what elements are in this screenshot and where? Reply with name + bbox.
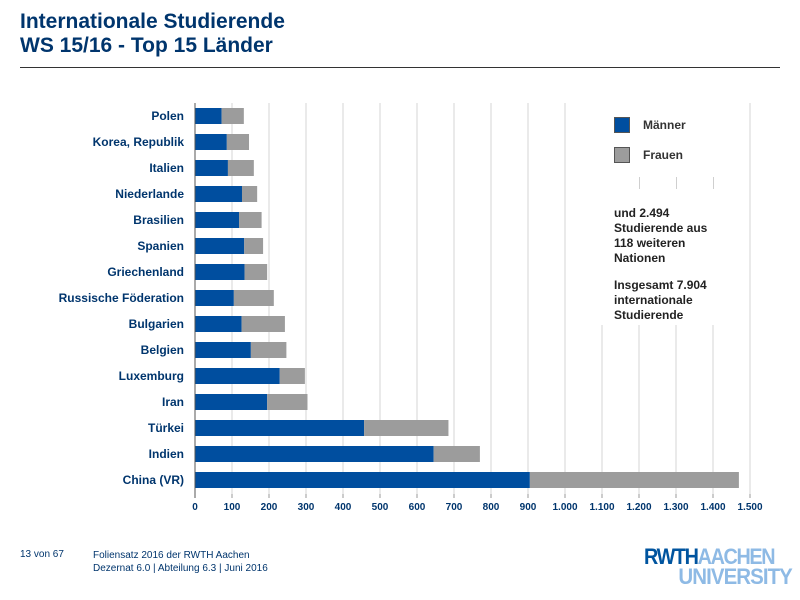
bar-frauen bbox=[227, 160, 254, 176]
title-line-1: Internationale Studierende bbox=[20, 10, 285, 33]
rwth-logo: RWTHAACHEN UNIVERSITY bbox=[644, 544, 793, 589]
category-label: Polen bbox=[151, 109, 184, 123]
bar-frauen bbox=[529, 472, 739, 488]
category-label: Russische Föderation bbox=[59, 291, 184, 305]
x-tick-label: 200 bbox=[261, 502, 278, 513]
bar-frauen bbox=[239, 212, 262, 228]
bar-maenner bbox=[195, 446, 434, 462]
bar-frauen bbox=[279, 368, 305, 384]
bar-maenner bbox=[195, 212, 240, 228]
x-tick-label: 1.000 bbox=[552, 502, 577, 513]
bar-maenner bbox=[195, 342, 251, 358]
x-tick-label: 400 bbox=[335, 502, 352, 513]
logo-aachen: AACHEN bbox=[697, 544, 776, 569]
footer-line-1: Foliensatz 2016 der RWTH Aachen bbox=[93, 550, 250, 561]
category-label: Luxemburg bbox=[119, 369, 184, 383]
category-label: China (VR) bbox=[123, 473, 184, 487]
legend-gridline-stubs bbox=[639, 177, 715, 189]
bar-frauen bbox=[226, 134, 250, 150]
x-tick-label: 1.400 bbox=[700, 502, 725, 513]
bar-maenner bbox=[195, 394, 268, 410]
stacked-bar-chart: Polen Korea, Republik Italien Niederlande Br… bbox=[59, 103, 763, 513]
footer-info: Foliensatz 2016 der RWTH Aachen Dezernat… bbox=[93, 549, 268, 575]
category-label: Korea, Republik bbox=[93, 135, 185, 149]
bar-frauen bbox=[267, 394, 308, 410]
legend-swatch-frauen bbox=[614, 147, 630, 163]
x-axis-ticks: 0 100 200 300 400 500 600 700 800 900 1.000 1.100 1.… bbox=[192, 494, 763, 513]
bar-maenner bbox=[195, 420, 365, 436]
x-tick-label: 600 bbox=[409, 502, 426, 513]
category-label: Türkei bbox=[148, 421, 184, 435]
x-tick-label: 300 bbox=[298, 502, 315, 513]
x-tick-label: 100 bbox=[224, 502, 241, 513]
annotation-further-nations: und 2.494 Studierende aus 118 weiteren N… bbox=[614, 206, 708, 265]
bar-frauen bbox=[244, 264, 268, 280]
page-number: 13 von 67 bbox=[20, 549, 64, 560]
bar-maenner bbox=[195, 238, 245, 254]
legend-label-maenner: Männer bbox=[643, 118, 686, 132]
annotation-total: Insgesamt 7.904 internationale Studieren… bbox=[614, 278, 707, 322]
category-label: Niederlande bbox=[115, 187, 184, 201]
x-tick-label: 0 bbox=[192, 502, 198, 513]
title-divider bbox=[20, 67, 780, 68]
title-line-2: WS 15/16 - Top 15 Länder bbox=[20, 34, 273, 57]
bar-frauen bbox=[241, 316, 285, 332]
category-label: Indien bbox=[149, 447, 184, 461]
category-label: Spanien bbox=[137, 239, 184, 253]
slide-title: Internationale Studierende WS 15/16 - To… bbox=[20, 10, 285, 58]
x-tick-label: 700 bbox=[446, 502, 463, 513]
legend: Männer Frauen und 2.494 Studierende aus … bbox=[601, 103, 748, 325]
x-tick-label: 500 bbox=[372, 502, 389, 513]
x-tick-label: 1.100 bbox=[589, 502, 614, 513]
bar-maenner bbox=[195, 160, 228, 176]
bar-maenner bbox=[195, 290, 234, 306]
x-tick-label: 1.200 bbox=[626, 502, 651, 513]
bar-maenner bbox=[195, 134, 227, 150]
bars bbox=[195, 108, 739, 488]
legend-item-frauen: Frauen bbox=[614, 147, 683, 163]
footer-line-2: Dezernat 6.0 | Abteilung 6.3 | Juni 2016 bbox=[93, 563, 268, 574]
category-label: Griechenland bbox=[107, 265, 184, 279]
bar-maenner bbox=[195, 368, 280, 384]
category-label: Bulgarien bbox=[129, 317, 184, 331]
x-tick-label: 800 bbox=[483, 502, 500, 513]
bar-maenner bbox=[195, 264, 245, 280]
bar-frauen bbox=[364, 420, 449, 436]
bar-maenner bbox=[195, 186, 242, 202]
x-tick-label: 900 bbox=[520, 502, 537, 513]
bar-frauen bbox=[221, 108, 244, 124]
logo-university: UNIVERSITY bbox=[678, 564, 792, 589]
bar-maenner bbox=[195, 108, 222, 124]
legend-swatch-maenner bbox=[614, 117, 630, 133]
bar-maenner bbox=[195, 472, 530, 488]
category-label: Belgien bbox=[141, 343, 184, 357]
bar-frauen bbox=[241, 186, 258, 202]
legend-item-maenner: Männer bbox=[614, 117, 686, 133]
category-labels: Polen Korea, Republik Italien Niederlande Br… bbox=[59, 109, 185, 487]
bar-frauen bbox=[250, 342, 287, 358]
logo-rwth: RWTH bbox=[644, 544, 699, 569]
legend-label-frauen: Frauen bbox=[643, 148, 684, 162]
x-tick-label: 1.300 bbox=[663, 502, 688, 513]
bar-frauen bbox=[233, 290, 274, 306]
bar-frauen bbox=[244, 238, 264, 254]
x-tick-label: 1.500 bbox=[737, 502, 762, 513]
bar-frauen bbox=[433, 446, 480, 462]
category-label: Brasilien bbox=[133, 213, 184, 227]
category-label: Iran bbox=[162, 395, 184, 409]
bar-maenner bbox=[195, 316, 242, 332]
category-label: Italien bbox=[149, 161, 184, 175]
